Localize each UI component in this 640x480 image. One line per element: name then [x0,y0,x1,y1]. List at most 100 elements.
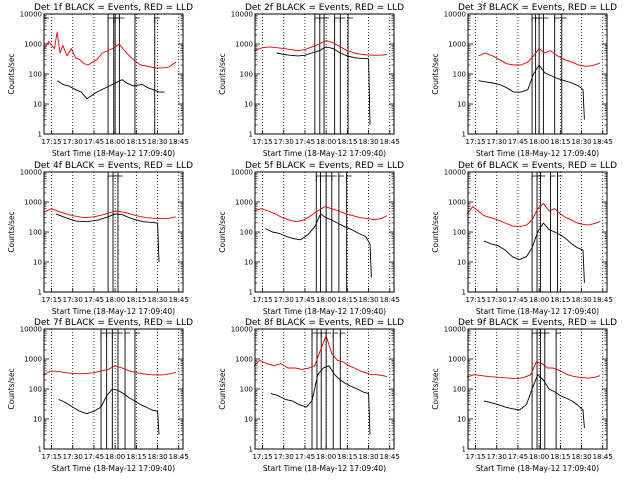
y-tick-label: 10 [33,101,42,109]
x-tick-label: 17:15 [465,296,485,304]
y-tick-label: 1 [462,446,466,454]
x-tick-label: 18:45 [593,296,613,304]
y-tick-label: 1 [462,289,466,297]
x-tick-label: 18:45 [593,453,613,461]
lld-series-line [42,31,177,69]
plot-frame [254,13,395,135]
panel-title: Det 3f BLACK = Events, RED = LLD [458,3,617,13]
plot-frame [254,171,395,293]
x-tick-label: 17:15 [252,296,272,304]
event-marker-flag [334,17,340,23]
panel-title-part: BLACK = Events, RED = LLD [65,3,193,13]
events-series-line [276,46,371,126]
event-marker-flag [117,175,123,181]
x-tick-label: 17:30 [274,453,294,461]
panel-title-part: 8f [264,318,274,328]
x-axis-label: Start Time (18-May-12 17:09:40) [476,464,599,473]
x-tick-label: 17:15 [41,453,61,461]
x-axis-label: Start Time (18-May-12 17:09:40) [263,149,386,158]
x-tick-label: 18:15 [337,453,357,461]
y-tick-label: 100 [453,71,466,79]
y-tick-label: 10000 [20,11,42,19]
lld-series-line [42,365,177,376]
event-marker-flag [531,332,538,338]
x-tick-label: 17:30 [274,138,294,146]
y-axis-label: Counts/sec [7,368,16,409]
y-tick-label: 10 [33,416,42,424]
y-tick-label: 10000 [20,169,42,177]
y-axis-label: Counts/sec [431,211,440,252]
event-marker-flag [111,332,118,338]
lld-series-line [253,335,388,378]
event-marker-flag [117,332,123,338]
y-tick-label: 100 [29,71,42,79]
x-tick-label: 18:30 [571,296,591,304]
panel-title-part: Det [245,161,261,171]
events-series-line [483,374,585,429]
y-axis-label: Counts/sec [218,53,227,94]
panel-title-part: Det [458,318,474,328]
x-axis-label: Start Time (18-May-12 17:09:40) [52,149,175,158]
panel-title-part: BLACK = Events, RED = LLD [65,161,193,171]
y-axis-label: Counts/sec [431,368,440,409]
y-tick-label: 10 [457,259,466,267]
y-tick-label: 10 [244,259,253,267]
x-tick-label: 18:45 [380,453,400,461]
x-tick-label: 17:15 [41,296,61,304]
x-tick-label: 18:00 [529,138,549,146]
event-marker-flag [320,332,327,338]
panel-title-part: BLACK = Events, RED = LLD [489,3,617,13]
panel-title-part: 4f [53,161,63,171]
event-marker-flag [311,332,318,338]
y-tick-label: 10000 [444,11,466,19]
panel-title-part: 1f [53,3,63,13]
panel-title-part: 7f [53,318,63,328]
panel-title-part: Det [458,161,474,171]
y-axis-label: Counts/sec [218,368,227,409]
event-marker-flag [346,175,352,181]
x-tick-label: 18:00 [105,453,125,461]
x-tick-label: 18:15 [550,453,570,461]
plot-frame [43,328,184,450]
x-tick-label: 18:45 [169,138,189,146]
y-tick-label: 100 [29,386,42,394]
y-tick-label: 10000 [231,326,253,334]
lld-series-line [253,206,388,223]
x-tick-label: 17:15 [252,453,272,461]
event-marker-flag [557,175,563,181]
event-marker-flag [338,175,344,181]
event-marker-flag [134,17,140,23]
panel-title-part: BLACK = Events, RED = LLD [276,161,404,171]
panel-title-part: Det [34,161,50,171]
x-tick-label: 18:00 [316,138,336,146]
panel-title-part: 9f [477,318,487,328]
x-axis-label: Start Time (18-May-12 17:09:40) [476,307,599,316]
panel-title-part: 6f [477,161,487,171]
event-marker-flag [114,17,121,23]
x-tick-label: 17:45 [295,296,315,304]
event-marker-flag [316,332,322,338]
x-tick-label: 17:45 [84,296,104,304]
panel-title: Det 8f BLACK = Events, RED = LLD [245,318,404,328]
y-tick-label: 1000 [448,199,466,207]
event-marker-flag [113,17,119,23]
x-tick-label: 18:45 [593,138,613,146]
panel-title-part: Det [34,3,50,13]
y-tick-label: 1000 [448,356,466,364]
event-marker-flag [314,17,320,23]
y-tick-label: 100 [29,229,42,237]
x-tick-label: 17:30 [487,296,507,304]
event-marker-flag [561,17,567,23]
events-series-line [483,222,585,284]
y-axis-label: Counts/sec [7,211,16,252]
y-tick-label: 1000 [235,41,253,49]
event-marker-flag [540,175,546,181]
y-tick-label: 100 [453,229,466,237]
event-marker-flag [535,17,541,23]
x-tick-label: 18:30 [358,138,378,146]
x-tick-label: 17:30 [63,453,83,461]
events-series-line [56,79,165,100]
lld-series-line [466,202,601,228]
event-marker-flag [531,17,538,23]
y-tick-label: 10 [457,416,466,424]
